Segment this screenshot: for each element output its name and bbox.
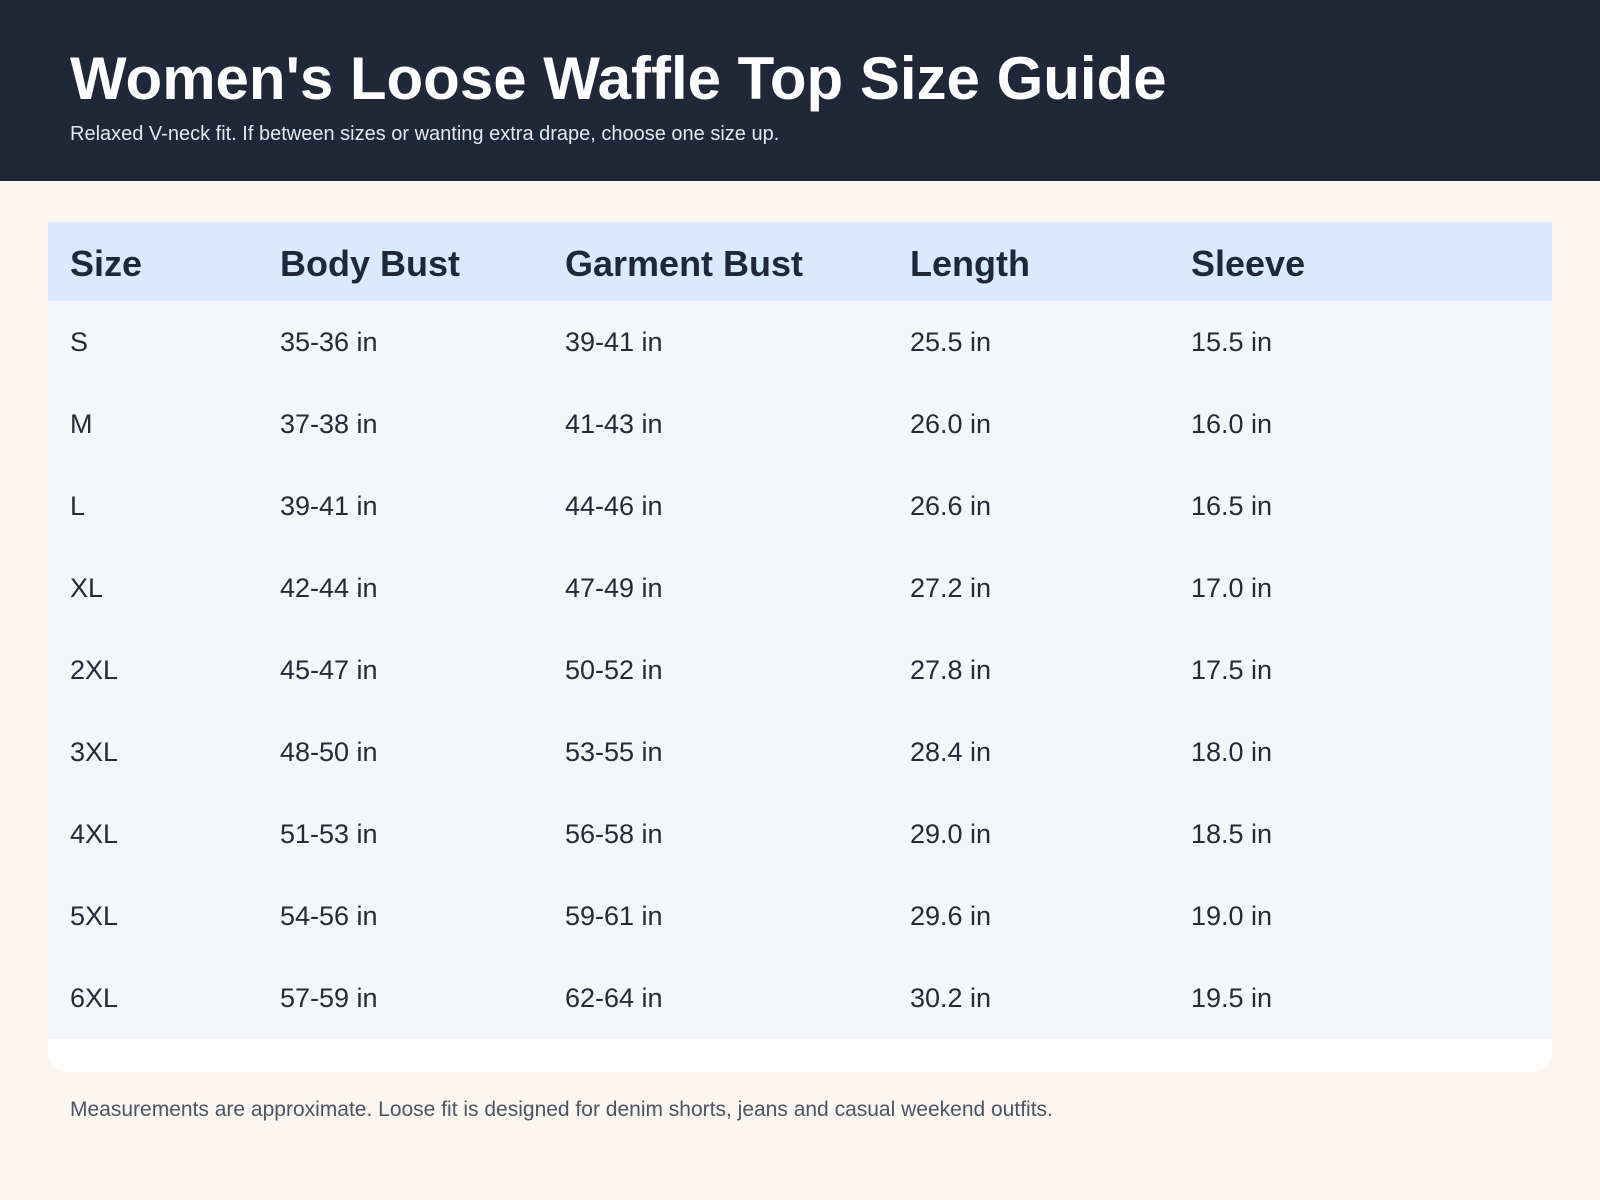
body-bust-cell: 54-56 in — [280, 900, 378, 931]
garment-bust-cell: 59-61 in — [565, 900, 663, 931]
body-bust-cell: 57-59 in — [280, 982, 378, 1013]
body-bust-cell: 48-50 in — [280, 736, 378, 767]
size-cell: 2XL — [70, 654, 119, 685]
table-header-row: Size Body Bust Garment Bust Length Sleev… — [48, 222, 1552, 301]
sleeve-cell: 17.0 in — [1191, 572, 1273, 603]
table-row: M 37-38 in 41-43 in 26.0 in 16.0 in — [48, 383, 1552, 465]
table-row: 3XL 48-50 in 53-55 in 28.4 in 18.0 in — [48, 711, 1552, 793]
body-bust-cell: 51-53 in — [280, 818, 378, 849]
size-cell: 4XL — [70, 818, 119, 849]
length-cell: 27.2 in — [910, 572, 992, 603]
garment-bust-cell: 44-46 in — [565, 490, 663, 521]
sleeve-cell: 16.5 in — [1191, 490, 1273, 521]
garment-bust-cell: 62-64 in — [565, 982, 663, 1013]
size-cell: 3XL — [70, 736, 119, 767]
sleeve-cell: 19.0 in — [1191, 900, 1273, 931]
size-cell: L — [70, 490, 86, 521]
table-row: S 35-36 in 39-41 in 25.5 in 15.5 in — [48, 301, 1552, 383]
sleeve-cell: 18.5 in — [1191, 818, 1273, 849]
length-cell: 28.4 in — [910, 736, 992, 767]
size-cell: XL — [70, 572, 104, 603]
column-header-garment-bust: Garment Bust — [565, 242, 804, 284]
sleeve-cell: 15.5 in — [1191, 326, 1273, 357]
table-row: 5XL 54-56 in 59-61 in 29.6 in 19.0 in — [48, 875, 1552, 957]
garment-bust-cell: 39-41 in — [565, 326, 663, 357]
size-table: Size Body Bust Garment Bust Length Sleev… — [48, 222, 1552, 1072]
length-cell: 29.6 in — [910, 900, 992, 931]
sleeve-cell: 18.0 in — [1191, 736, 1273, 767]
size-cell: 6XL — [70, 982, 119, 1013]
garment-bust-cell: 53-55 in — [565, 736, 663, 767]
column-header-length: Length — [910, 242, 1030, 284]
length-cell: 29.0 in — [910, 818, 992, 849]
footnote: Measurements are approximate. Loose fit … — [70, 1098, 1053, 1121]
garment-bust-cell: 41-43 in — [565, 408, 663, 439]
length-cell: 25.5 in — [910, 326, 992, 357]
length-cell: 26.0 in — [910, 408, 992, 439]
length-cell: 30.2 in — [910, 982, 992, 1013]
body-bust-cell: 45-47 in — [280, 654, 378, 685]
size-cell: S — [70, 326, 89, 357]
sleeve-cell: 17.5 in — [1191, 654, 1273, 685]
column-header-body-bust: Body Bust — [280, 242, 460, 284]
garment-bust-cell: 56-58 in — [565, 818, 663, 849]
page-header: Women's Loose Waffle Top Size Guide Rela… — [0, 0, 1600, 181]
table-row: 4XL 51-53 in 56-58 in 29.0 in 18.5 in — [48, 793, 1552, 875]
table-row: XL 42-44 in 47-49 in 27.2 in 17.0 in — [48, 547, 1552, 629]
page-subtitle: Relaxed V-neck fit. If between sizes or … — [70, 123, 780, 145]
length-cell: 26.6 in — [910, 490, 992, 521]
length-cell: 27.8 in — [910, 654, 992, 685]
column-header-sleeve: Sleeve — [1191, 242, 1306, 284]
size-cell: 5XL — [70, 900, 119, 931]
table-row: 6XL 57-59 in 62-64 in 30.2 in 19.5 in — [48, 957, 1552, 1039]
column-header-size: Size — [70, 242, 143, 284]
table-row: L 39-41 in 44-46 in 26.6 in 16.5 in — [48, 465, 1552, 547]
body-bust-cell: 39-41 in — [280, 490, 378, 521]
sleeve-cell: 16.0 in — [1191, 408, 1273, 439]
size-cell: M — [70, 408, 93, 439]
body-bust-cell: 42-44 in — [280, 572, 378, 603]
garment-bust-cell: 47-49 in — [565, 572, 663, 603]
body-bust-cell: 37-38 in — [280, 408, 378, 439]
sleeve-cell: 19.5 in — [1191, 982, 1273, 1013]
table-row: 2XL 45-47 in 50-52 in 27.8 in 17.5 in — [48, 629, 1552, 711]
garment-bust-cell: 50-52 in — [565, 654, 663, 685]
body-bust-cell: 35-36 in — [280, 326, 378, 357]
page-title: Women's Loose Waffle Top Size Guide — [70, 45, 1167, 112]
